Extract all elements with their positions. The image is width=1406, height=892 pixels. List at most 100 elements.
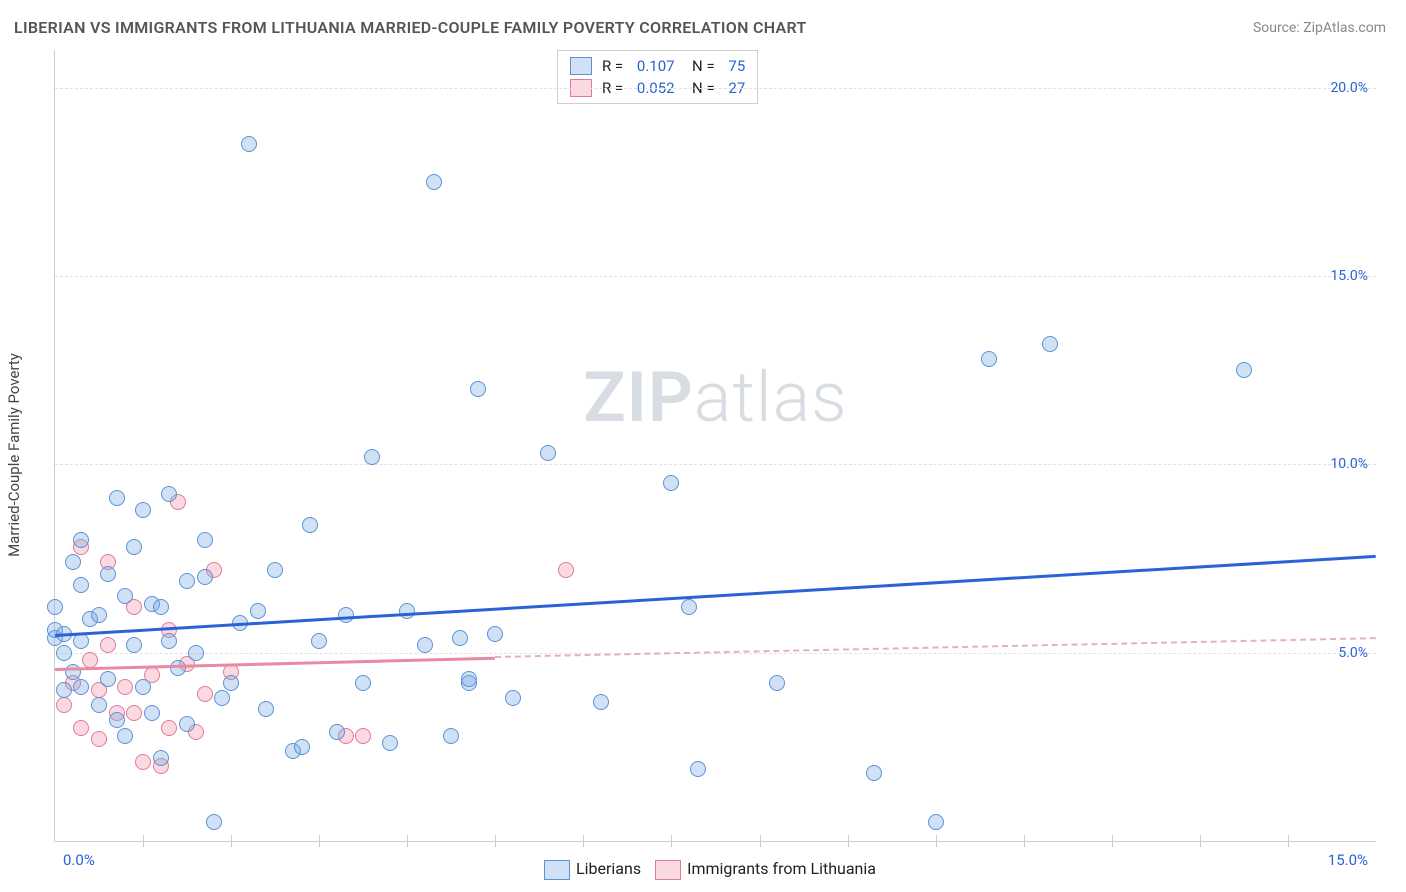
x-minor-tick xyxy=(671,835,672,847)
trend-line xyxy=(55,656,495,670)
data-point xyxy=(487,626,503,642)
r-label: R = xyxy=(602,57,623,75)
trend-line xyxy=(55,555,1376,637)
data-point xyxy=(188,645,204,661)
data-point xyxy=(258,701,274,717)
data-point xyxy=(135,754,151,770)
data-point xyxy=(117,679,133,695)
data-point xyxy=(241,136,257,152)
data-point xyxy=(56,645,72,661)
x-minor-tick xyxy=(319,835,320,847)
data-point xyxy=(311,633,327,649)
data-point xyxy=(470,381,486,397)
data-point xyxy=(179,716,195,732)
data-point xyxy=(100,671,116,687)
data-point xyxy=(399,603,415,619)
data-point xyxy=(91,697,107,713)
data-point xyxy=(1236,362,1252,378)
data-point xyxy=(417,637,433,653)
data-point xyxy=(443,728,459,744)
data-point xyxy=(100,566,116,582)
data-point xyxy=(126,539,142,555)
gridline xyxy=(55,276,1376,277)
data-point xyxy=(197,569,213,585)
data-point xyxy=(355,728,371,744)
data-point xyxy=(364,449,380,465)
y-tick-label: 15.0% xyxy=(1330,268,1368,284)
chart-container: LIBERIAN VS IMMIGRANTS FROM LITHUANIA MA… xyxy=(0,0,1406,892)
legend-swatch xyxy=(544,860,570,880)
data-point xyxy=(47,599,63,615)
data-point xyxy=(866,765,882,781)
data-point xyxy=(91,607,107,623)
correlation-legend: R = 0.107 N = 75R = 0.052 N = 27 xyxy=(557,50,758,104)
data-point xyxy=(197,532,213,548)
data-point xyxy=(329,724,345,740)
data-point xyxy=(540,445,556,461)
data-point xyxy=(109,712,125,728)
data-point xyxy=(214,690,230,706)
r-value: 0.107 xyxy=(633,57,674,75)
series-label: Liberians xyxy=(576,859,641,878)
data-point xyxy=(338,607,354,623)
legend-swatch xyxy=(570,57,592,75)
legend-swatch xyxy=(655,860,681,880)
n-value: 75 xyxy=(725,57,746,75)
chart-title: LIBERIAN VS IMMIGRANTS FROM LITHUANIA MA… xyxy=(14,18,807,37)
y-tick-label: 10.0% xyxy=(1330,456,1368,472)
source-attribution: Source: ZipAtlas.com xyxy=(1253,20,1386,36)
data-point xyxy=(197,686,213,702)
data-point xyxy=(73,720,89,736)
data-point xyxy=(1042,336,1058,352)
data-point xyxy=(126,637,142,653)
data-point xyxy=(302,517,318,533)
data-point xyxy=(126,705,142,721)
data-point xyxy=(294,739,310,755)
data-point xyxy=(663,475,679,491)
x-minor-tick xyxy=(760,835,761,847)
data-point xyxy=(109,490,125,506)
data-point xyxy=(769,675,785,691)
data-point xyxy=(928,814,944,830)
data-point xyxy=(161,720,177,736)
data-point xyxy=(593,694,609,710)
data-point xyxy=(223,675,239,691)
data-point xyxy=(558,562,574,578)
data-point xyxy=(73,577,89,593)
data-point xyxy=(153,750,169,766)
watermark-text: ZIPatlas xyxy=(583,357,847,439)
data-point xyxy=(65,664,81,680)
x-minor-tick xyxy=(1112,835,1113,847)
x-minor-tick xyxy=(143,835,144,847)
data-point xyxy=(981,351,997,367)
data-point xyxy=(161,486,177,502)
data-point xyxy=(250,603,266,619)
data-point xyxy=(73,679,89,695)
x-minor-tick xyxy=(583,835,584,847)
n-label: N = xyxy=(685,57,715,75)
data-point xyxy=(505,690,521,706)
x-minor-tick xyxy=(1288,835,1289,847)
data-point xyxy=(65,554,81,570)
x-minor-tick xyxy=(231,835,232,847)
gridline xyxy=(55,464,1376,465)
data-point xyxy=(355,675,371,691)
legend-row: R = 0.107 N = 75 xyxy=(570,55,745,77)
trend-line xyxy=(495,638,1376,659)
data-point xyxy=(100,637,116,653)
data-point xyxy=(206,814,222,830)
data-point xyxy=(267,562,283,578)
data-point xyxy=(117,588,133,604)
data-point xyxy=(56,682,72,698)
x-minor-tick xyxy=(1024,835,1025,847)
data-point xyxy=(690,761,706,777)
x-minor-tick xyxy=(848,835,849,847)
data-point xyxy=(681,599,697,615)
data-point xyxy=(426,174,442,190)
data-point xyxy=(135,502,151,518)
data-point xyxy=(117,728,133,744)
data-point xyxy=(144,705,160,721)
data-point xyxy=(91,731,107,747)
plot-area: ZIPatlas R = 0.107 N = 75R = 0.052 N = 2… xyxy=(54,50,1376,842)
series-legend: LiberiansImmigrants from Lithuania xyxy=(0,859,1406,880)
